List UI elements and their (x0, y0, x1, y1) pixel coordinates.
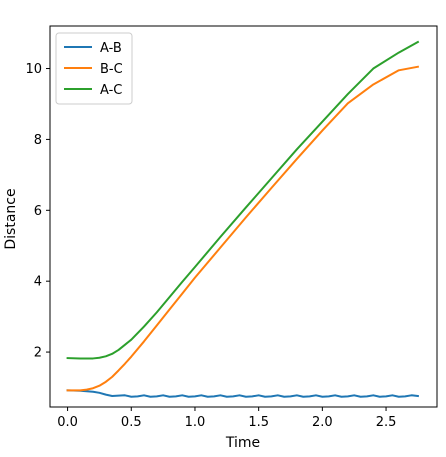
legend-label: A-B (100, 41, 122, 56)
x-tick-label: 2.0 (312, 415, 333, 430)
y-tick-label: 10 (25, 62, 42, 77)
x-axis-label: Time (225, 435, 260, 451)
y-tick-label: 2 (34, 346, 42, 361)
series-line-a-c (66, 40, 420, 360)
series-line-a-b (66, 389, 419, 398)
y-tick-label: 4 (34, 275, 42, 290)
legend: A-B B-C A-C (55, 32, 133, 105)
x-tick-label: 0.0 (57, 415, 78, 430)
y-tick-label: 6 (34, 204, 42, 219)
x-tick-label: 1.0 (185, 415, 206, 430)
axes-frame (49, 25, 438, 408)
y-tick-label: 8 (34, 133, 42, 148)
plot-area (66, 40, 420, 398)
y-axis-label: Distance (3, 188, 19, 249)
legend-box (55, 32, 133, 105)
legend-label: A-C (100, 83, 122, 98)
series-line-b-c (66, 65, 420, 392)
axes: 0.0 0.5 1.0 1.5 2.0 2.5 2 4 6 8 10 (25, 25, 438, 430)
x-tick-label: 2.5 (376, 415, 397, 430)
x-tick-label: 0.5 (121, 415, 142, 430)
legend-label: B-C (100, 62, 123, 77)
x-tick-label: 1.5 (248, 415, 269, 430)
